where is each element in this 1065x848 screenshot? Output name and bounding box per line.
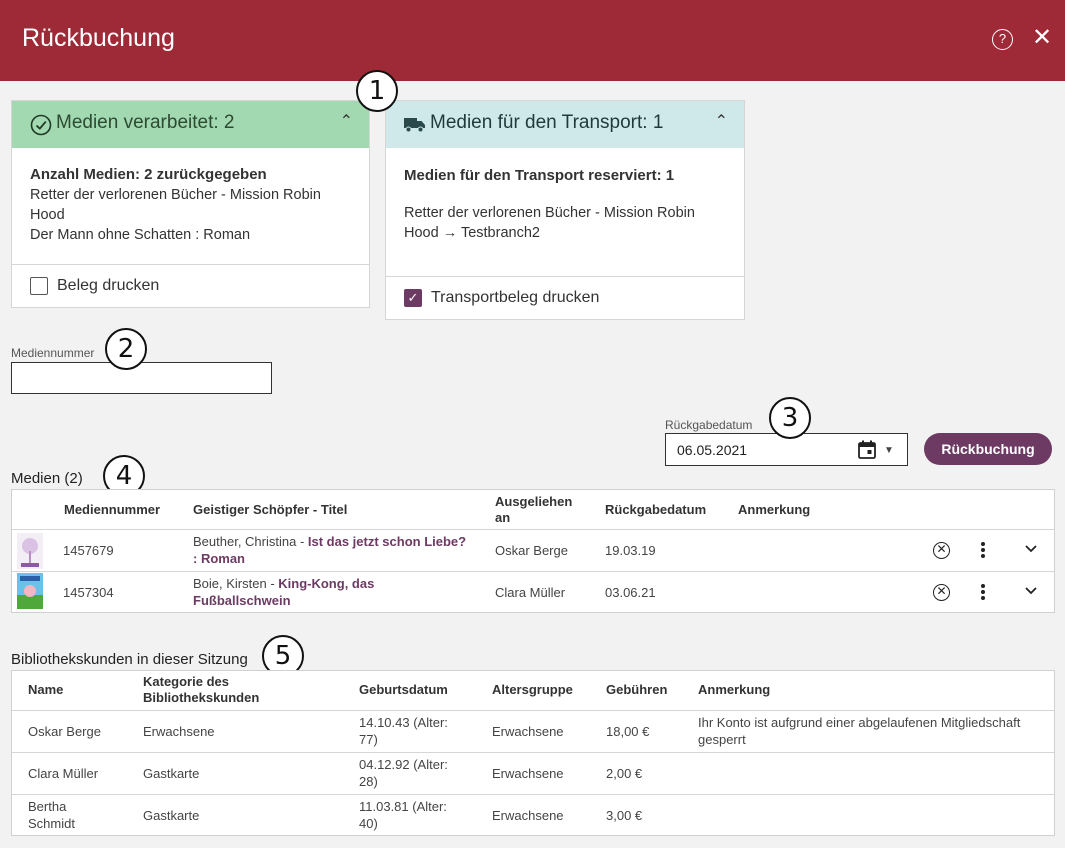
processed-item: Retter der verlorenen Bücher - Mission R… <box>30 187 321 223</box>
customer-category: Gastkarte <box>143 808 200 823</box>
table-row[interactable]: Clara Müller Gastkarte 04.12.92 (Alter: … <box>12 752 1054 794</box>
column-header: Mediennummer <box>64 502 161 517</box>
column-header: Anmerkung <box>738 502 811 517</box>
return-date-cell: 03.06.21 <box>605 585 656 600</box>
print-receipt-checkbox[interactable] <box>30 277 48 295</box>
author-title-link[interactable]: Beuther, Christina - Ist das jetzt schon… <box>193 533 473 567</box>
author-name: Boie, Kirsten - <box>193 576 279 591</box>
print-receipt-label: Beleg drucken <box>57 277 160 294</box>
caret-down-icon[interactable]: ▼ <box>884 445 894 456</box>
customer-name-link[interactable]: Clara Müller <box>28 766 99 781</box>
customer-birthdate: 11.03.81 (Alter: 40) <box>359 799 447 831</box>
return-date-value: 06.05.2021 <box>677 442 748 458</box>
print-transport-receipt-checkbox[interactable]: ✓ <box>404 289 422 307</box>
callout-2: 2 <box>105 328 147 370</box>
processed-summary: Anzahl Medien: 2 zurückgegeben <box>30 166 267 183</box>
column-header: Name <box>28 682 64 697</box>
transport-media-panel-header[interactable]: Medien für den Transport: 1 ⌃ <box>386 101 744 148</box>
customer-warning-note: Ihr Konto ist aufgrund einer abgelaufene… <box>698 715 1021 747</box>
callout-1: 1 <box>356 70 398 112</box>
customer-fees: 18,00 € <box>606 724 650 739</box>
print-receipt-row: Beleg drucken <box>12 264 369 307</box>
media-table: Mediennummer Geistiger Schöpfer - Titel … <box>11 489 1055 613</box>
column-header: Geistiger Schöpfer - Titel <box>193 502 348 517</box>
chevron-down-icon[interactable] <box>1025 545 1037 553</box>
column-header: Ausgeliehen an <box>495 494 573 525</box>
book-cover-thumbnail <box>17 573 43 609</box>
customer-category: Gastkarte <box>143 766 200 781</box>
customer-name-link[interactable]: Oskar Berge <box>28 724 101 739</box>
customer-fees: 2,00 € <box>606 766 643 781</box>
column-header: Kategorie des Bibliothekskunden <box>143 674 260 705</box>
column-header: Rückgabedatum <box>605 502 707 517</box>
customer-name-link[interactable]: Bertha Schmidt <box>28 799 75 831</box>
processed-media-panel: Medien verarbeitet: 2 ⌃ Anzahl Medien: 2… <box>11 100 370 308</box>
table-row[interactable]: Oskar Berge Erwachsene 14.10.43 (Alter: … <box>12 710 1054 752</box>
chevron-up-icon[interactable]: ⌃ <box>714 113 728 130</box>
processed-media-panel-header[interactable]: Medien verarbeitet: 2 ⌃ <box>12 101 369 148</box>
return-button[interactable]: Rückbuchung <box>924 433 1052 465</box>
author-title-link[interactable]: Boie, Kirsten - King-Kong, das Fußballsc… <box>193 575 473 609</box>
media-number: 1457679 <box>63 543 114 558</box>
more-vertical-icon[interactable] <box>980 583 986 601</box>
processed-item: Der Mann ohne Schatten : Roman <box>30 227 251 243</box>
remove-circle-icon[interactable]: ✕ <box>933 542 950 559</box>
customer-birthdate: 14.10.43 (Alter: 77) <box>359 715 448 747</box>
transport-item: Retter der verlorenen Bücher - Mission R… <box>404 205 695 241</box>
table-row[interactable]: Bertha Schmidt Gastkarte 11.03.81 (Alter… <box>12 794 1054 836</box>
processed-media-body: Anzahl Medien: 2 zurückgegeben Retter de… <box>12 148 369 261</box>
customer-age-group: Erwachsene <box>492 766 564 781</box>
close-icon[interactable]: ✕ <box>1032 24 1053 51</box>
return-date-cell: 19.03.19 <box>605 543 656 558</box>
callout-3: 3 <box>769 397 811 439</box>
customers-table-title: Bibliothekskunden in dieser Sitzung <box>11 651 248 668</box>
check-circle-icon <box>30 114 52 136</box>
customer-age-group: Erwachsene <box>492 724 564 739</box>
customer-category: Erwachsene <box>143 724 215 739</box>
dialog-header: Rückbuchung ? ✕ <box>0 0 1065 81</box>
truck-icon <box>404 118 425 133</box>
borrower-link[interactable]: Clara Müller <box>495 585 566 600</box>
media-number: 1457304 <box>63 585 114 600</box>
column-header: Altersgruppe <box>492 682 573 697</box>
help-icon[interactable]: ? <box>992 29 1013 50</box>
customer-age-group: Erwachsene <box>492 808 564 823</box>
print-transport-receipt-row: ✓ Transportbeleg drucken <box>386 276 744 319</box>
book-cover-thumbnail <box>17 533 43 569</box>
author-name: Beuther, Christina - <box>193 534 308 549</box>
chevron-up-icon[interactable]: ⌃ <box>339 113 353 130</box>
remove-circle-icon[interactable]: ✕ <box>933 584 950 601</box>
calendar-icon[interactable] <box>858 440 876 459</box>
print-transport-receipt-label: Transportbeleg drucken <box>431 289 600 306</box>
more-vertical-icon[interactable] <box>980 541 986 559</box>
customers-table: Name Kategorie des Bibliothekskunden Geb… <box>11 670 1055 836</box>
media-number-input[interactable] <box>11 362 272 394</box>
processed-media-title: Medien verarbeitet: 2 <box>56 112 235 133</box>
customer-birthdate: 04.12.92 (Alter: 28) <box>359 757 448 789</box>
transport-media-body: Medien für den Transport reserviert: 1 R… <box>386 148 744 259</box>
transport-summary: Medien für den Transport reserviert: 1 <box>404 167 675 184</box>
column-header: Gebühren <box>606 682 668 697</box>
media-title: Ist das jetzt schon Liebe? : Roman <box>193 534 467 566</box>
table-row[interactable]: 1457304 Boie, Kirsten - King-Kong, das F… <box>12 571 1054 613</box>
column-header: Geburtsdatum <box>359 682 448 697</box>
media-table-title: Medien (2) <box>11 470 83 487</box>
column-header: Anmerkung <box>698 682 771 697</box>
transport-media-title: Medien für den Transport: 1 <box>430 112 664 133</box>
chevron-down-icon[interactable] <box>1025 587 1037 595</box>
customer-fees: 3,00 € <box>606 808 643 823</box>
table-row[interactable]: 1457679 Beuther, Christina - Ist das jet… <box>12 529 1054 571</box>
transport-media-panel: Medien für den Transport: 1 ⌃ Medien für… <box>385 100 745 320</box>
media-title: King-Kong, das Fußballschwein <box>193 576 375 608</box>
dialog-title: Rückbuchung <box>22 24 175 52</box>
borrower-link[interactable]: Oskar Berge <box>495 543 568 558</box>
media-number-label: Mediennummer <box>11 346 95 360</box>
return-date-label: Rückgabedatum <box>665 418 753 432</box>
